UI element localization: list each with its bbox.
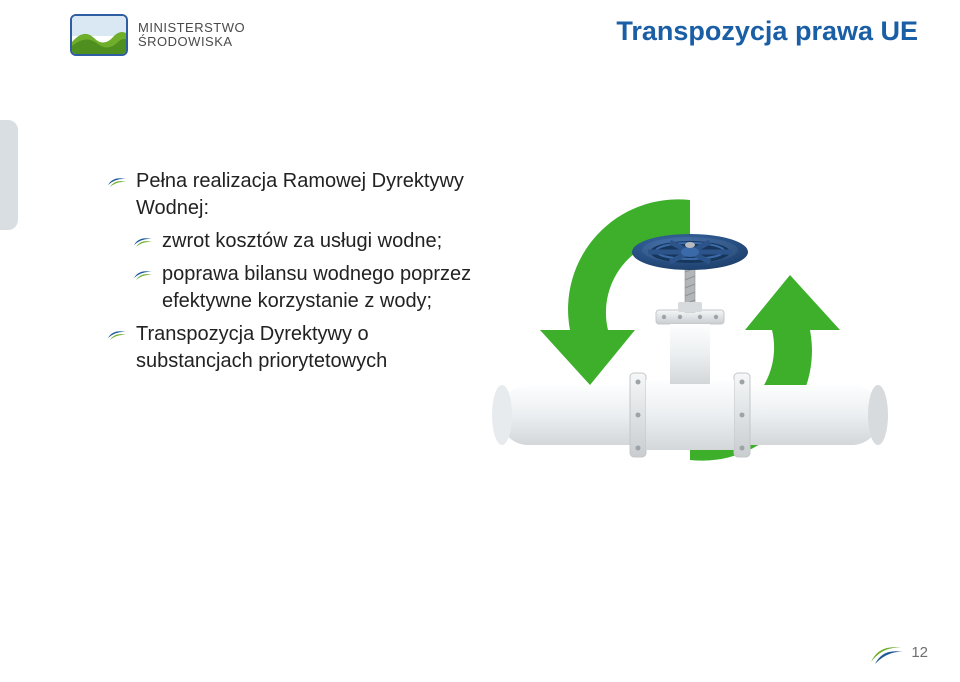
ministry-logo: MINISTERSTWO ŚRODOWISKA: [70, 14, 245, 56]
bullet-icon: [134, 234, 152, 248]
valve-illustration: [480, 160, 900, 500]
valve-bonnet: [656, 258, 724, 384]
page-title: Transpozycja prawa UE: [616, 16, 918, 47]
logo-line1: MINISTERSTWO: [138, 21, 245, 35]
sub-bullet-item: poprawa bilansu wodnego poprzez efektywn…: [134, 261, 488, 315]
bullet-icon: [134, 267, 152, 281]
content-block: Pełna realizacja Ramowej Dyrektywy Wodne…: [108, 168, 488, 381]
footer: 12: [869, 640, 928, 664]
valve-svg: [480, 160, 900, 500]
sub-bullet-label: zwrot kosztów za usługi wodne;: [162, 228, 442, 255]
bullet-icon: [108, 174, 126, 188]
bullet-item-1: Pełna realizacja Ramowej Dyrektywy Wodne…: [108, 168, 488, 222]
logo-mark-svg: [72, 16, 128, 56]
bullet-label: Pełna realizacja Ramowej Dyrektywy Wodne…: [136, 168, 488, 222]
ministry-logo-mark: [70, 14, 128, 56]
pipe: [492, 373, 888, 457]
bullet-item-2: Transpozycja Dyrektywy o substancjach pr…: [108, 321, 488, 375]
page-number: 12: [911, 644, 928, 661]
bullet-icon: [108, 327, 126, 341]
sub-bullet-item: zwrot kosztów za usługi wodne;: [134, 228, 488, 255]
ministry-logo-text: MINISTERSTWO ŚRODOWISKA: [138, 21, 245, 48]
logo-line2: ŚRODOWISKA: [138, 35, 245, 49]
left-accent-bar: [0, 120, 18, 230]
valve-handwheel: [632, 234, 748, 270]
sub-bullet-label: poprawa bilansu wodnego poprzez efektywn…: [162, 261, 488, 315]
bullet-label: Transpozycja Dyrektywy o substancjach pr…: [136, 321, 488, 375]
slide: MINISTERSTWO ŚRODOWISKA Transpozycja pra…: [0, 0, 960, 682]
footer-swoosh-icon: [869, 640, 903, 664]
